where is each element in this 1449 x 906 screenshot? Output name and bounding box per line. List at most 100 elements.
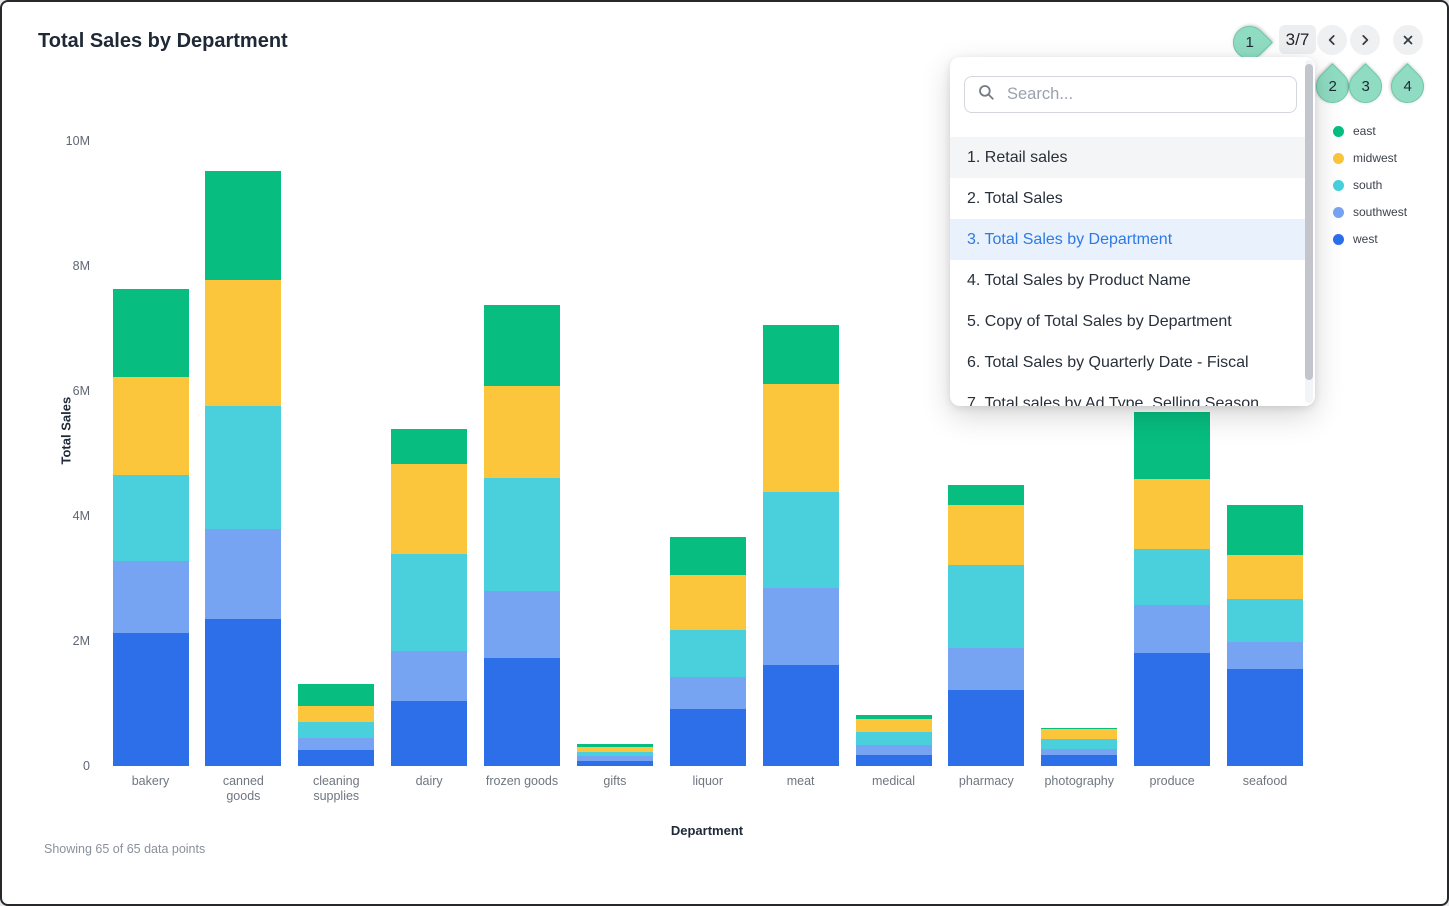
bar-segment-cleaning-supplies-south[interactable] bbox=[298, 721, 375, 738]
bar-segment-meat-southwest[interactable] bbox=[762, 587, 839, 666]
bar-segment-gifts-west[interactable] bbox=[576, 761, 653, 766]
scrollbar-thumb[interactable] bbox=[1305, 64, 1313, 380]
legend-label: southwest bbox=[1353, 205, 1408, 219]
bar-segment-bakery-east[interactable] bbox=[112, 288, 189, 377]
bar-segment-medical-midwest[interactable] bbox=[855, 719, 932, 733]
legend-item-southwest[interactable]: southwest bbox=[1333, 205, 1407, 219]
bar-segment-frozen-goods-west[interactable] bbox=[484, 657, 560, 766]
bar-segment-seafood-southwest[interactable] bbox=[1227, 641, 1303, 669]
dropdown-item[interactable]: 3. Total Sales by Department bbox=[950, 219, 1308, 260]
bar-segment-bakery-southwest[interactable] bbox=[112, 561, 189, 633]
bar-segment-produce-east[interactable] bbox=[1134, 412, 1211, 479]
annotation-marker-number: 3 bbox=[1361, 78, 1370, 95]
bar-segment-medical-east[interactable] bbox=[855, 715, 932, 720]
page-title: Total Sales by Department bbox=[38, 30, 288, 52]
bar-segment-cleaning-supplies-southwest[interactable] bbox=[298, 737, 375, 750]
bar-segment-cleaning-supplies-west[interactable] bbox=[298, 749, 375, 766]
bar-segment-gifts-east[interactable] bbox=[576, 744, 653, 747]
y-tick-label: 2M bbox=[72, 634, 90, 648]
bar-segment-liquor-east[interactable] bbox=[669, 537, 746, 576]
bar-segment-pharmacy-midwest[interactable] bbox=[948, 505, 1025, 565]
legend-dot-southwest bbox=[1333, 206, 1344, 218]
bar-segment-liquor-south[interactable] bbox=[669, 630, 746, 678]
y-tick-label: 10M bbox=[65, 134, 90, 148]
dropdown-item[interactable]: 4. Total Sales by Product Name bbox=[967, 271, 1191, 289]
bar-segment-seafood-midwest[interactable] bbox=[1227, 555, 1303, 599]
chevron-left-icon bbox=[1325, 33, 1339, 47]
annotation-marker-3[interactable]: 3 bbox=[1342, 63, 1389, 110]
bar-segment-photography-midwest[interactable] bbox=[1041, 729, 1118, 739]
bar-segment-meat-midwest[interactable] bbox=[762, 383, 839, 493]
x-tick-label: medical bbox=[871, 774, 916, 788]
bar-segment-pharmacy-southwest[interactable] bbox=[948, 647, 1025, 691]
bar-segment-pharmacy-west[interactable] bbox=[948, 690, 1025, 766]
bar-segment-photography-west[interactable] bbox=[1041, 755, 1118, 766]
bar-segment-cleaning-supplies-midwest[interactable] bbox=[298, 706, 375, 722]
bar-segment-dairy-southwest[interactable] bbox=[391, 651, 468, 701]
legend-item-midwest[interactable]: midwest bbox=[1333, 151, 1397, 165]
bar-segment-photography-southwest[interactable] bbox=[1041, 748, 1118, 756]
bar-segment-liquor-southwest[interactable] bbox=[669, 677, 746, 709]
bar-segment-medical-west[interactable] bbox=[855, 754, 932, 766]
legend-label: east bbox=[1353, 124, 1376, 138]
bar-segment-frozen-goods-midwest[interactable] bbox=[484, 386, 560, 478]
chevron-right-icon bbox=[1358, 33, 1372, 47]
bar-segment-medical-southwest[interactable] bbox=[855, 744, 932, 755]
dropdown-item[interactable]: 7. Total sales by Ad Type, Selling Seaso… bbox=[967, 394, 1260, 407]
bar-segment-frozen-goods-east[interactable] bbox=[484, 305, 560, 386]
bar-segment-seafood-south[interactable] bbox=[1227, 598, 1303, 642]
bar-segment-produce-west[interactable] bbox=[1134, 652, 1211, 766]
bar-segment-liquor-west[interactable] bbox=[669, 708, 746, 766]
bar-segment-medical-south[interactable] bbox=[855, 732, 932, 745]
bar-segment-meat-west[interactable] bbox=[762, 665, 839, 766]
legend-item-west[interactable]: west bbox=[1333, 232, 1378, 246]
bar-segment-produce-southwest[interactable] bbox=[1134, 604, 1211, 653]
bar-segment-canned-goods-south[interactable] bbox=[205, 406, 282, 529]
dropdown-item[interactable]: 5. Copy of Total Sales by Department bbox=[967, 312, 1232, 330]
bar-segment-seafood-east[interactable] bbox=[1227, 505, 1303, 556]
legend-item-east[interactable]: east bbox=[1333, 124, 1376, 138]
legend-dot-midwest bbox=[1333, 152, 1344, 164]
y-tick-label: 0 bbox=[83, 759, 90, 773]
bar-segment-dairy-midwest[interactable] bbox=[391, 464, 468, 555]
bar-segment-produce-midwest[interactable] bbox=[1134, 478, 1211, 549]
bar-segment-meat-east[interactable] bbox=[762, 324, 839, 384]
bar-segment-canned-goods-west[interactable] bbox=[205, 619, 282, 766]
bar-segment-dairy-east[interactable] bbox=[391, 429, 468, 465]
bar-segment-canned-goods-east[interactable] bbox=[205, 171, 282, 280]
dropdown-item[interactable]: 6. Total Sales by Quarterly Date - Fisca… bbox=[967, 353, 1249, 371]
bar-segment-photography-south[interactable] bbox=[1041, 738, 1118, 749]
bar-segment-bakery-midwest[interactable] bbox=[112, 376, 189, 476]
legend-item-south[interactable]: south bbox=[1333, 178, 1382, 192]
bar-segment-canned-goods-southwest[interactable] bbox=[205, 528, 282, 620]
next-chart-button[interactable] bbox=[1350, 25, 1380, 55]
bar-segment-dairy-west[interactable] bbox=[391, 701, 468, 766]
bar-segment-frozen-goods-south[interactable] bbox=[484, 477, 560, 591]
bar-segment-bakery-south[interactable] bbox=[112, 475, 189, 561]
search-input[interactable] bbox=[1005, 84, 1284, 105]
bar-segment-cleaning-supplies-east[interactable] bbox=[298, 684, 375, 706]
bar-segment-canned-goods-midwest[interactable] bbox=[205, 279, 282, 406]
dropdown-item[interactable]: 2. Total Sales bbox=[967, 189, 1063, 207]
y-tick-label: 4M bbox=[72, 509, 90, 523]
y-axis-title: Total Sales bbox=[58, 396, 74, 465]
bar-segment-pharmacy-east[interactable] bbox=[948, 485, 1025, 506]
bar-segment-meat-south[interactable] bbox=[762, 492, 839, 588]
bar-segment-frozen-goods-southwest[interactable] bbox=[484, 591, 560, 658]
bar-segment-bakery-west[interactable] bbox=[112, 632, 189, 766]
dropdown-item[interactable]: 1. Retail sales bbox=[950, 137, 1308, 178]
bar-segment-gifts-south[interactable] bbox=[576, 751, 653, 756]
search-box[interactable] bbox=[964, 76, 1297, 113]
bar-segment-gifts-southwest[interactable] bbox=[576, 756, 653, 761]
prev-chart-button[interactable] bbox=[1317, 25, 1347, 55]
bar-segment-dairy-south[interactable] bbox=[391, 554, 468, 651]
bar-segment-produce-south[interactable] bbox=[1134, 548, 1211, 605]
bar-segment-photography-east[interactable] bbox=[1041, 727, 1118, 730]
bar-segment-pharmacy-south[interactable] bbox=[948, 564, 1025, 648]
bar-segment-liquor-midwest[interactable] bbox=[669, 575, 746, 631]
bar-segment-gifts-midwest[interactable] bbox=[576, 746, 653, 752]
annotation-marker-4[interactable]: 4 bbox=[1384, 63, 1431, 110]
bar-segment-seafood-west[interactable] bbox=[1227, 668, 1303, 766]
close-button[interactable] bbox=[1393, 25, 1423, 55]
